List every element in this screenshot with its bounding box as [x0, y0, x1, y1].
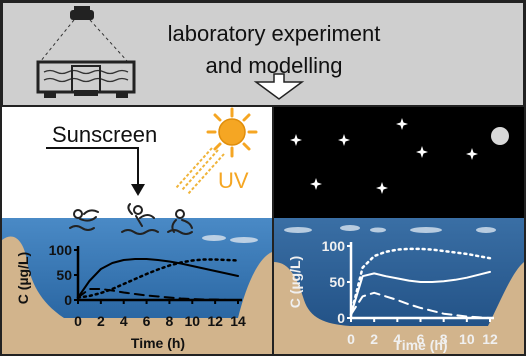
- y-tick-label: 100: [49, 242, 73, 258]
- star-icon: [310, 178, 322, 190]
- tank-icon: [36, 60, 136, 98]
- x-tick-label: 6: [417, 331, 425, 347]
- y-tick-label: 0: [337, 310, 345, 326]
- x-tick-label: 14: [230, 313, 246, 329]
- series-line-solid: [350, 270, 491, 316]
- y-axis-label: C (µg/L): [287, 256, 303, 308]
- star-icon: [466, 148, 478, 160]
- star-icon: [376, 182, 388, 194]
- x-tick-label: 2: [97, 313, 105, 329]
- series-line-dotted: [76, 258, 240, 299]
- x-tick-label: 0: [74, 313, 82, 329]
- series-line-dotted: [349, 247, 492, 316]
- star-icon: [416, 146, 428, 158]
- banner-title-line1: laboratory experiment: [168, 21, 381, 46]
- y-axis-label: C (µg/L): [15, 252, 31, 304]
- x-tick-label: 4: [393, 331, 401, 347]
- x-axis-label: Time (h): [393, 337, 447, 353]
- stars: [290, 118, 478, 194]
- cloud-icon: [230, 237, 258, 243]
- star-icon: [338, 134, 350, 146]
- swimmer-icon: [167, 209, 193, 235]
- x-tick-label: 0: [347, 331, 355, 347]
- night-clouds: [284, 225, 496, 233]
- series-line-solid: [77, 258, 239, 299]
- star-icon: [396, 118, 408, 130]
- lamp-icon: [39, 6, 129, 63]
- x-tick-label: 12: [207, 313, 223, 329]
- y-tick-label: 50: [56, 267, 72, 283]
- x-tick-label: 10: [184, 313, 200, 329]
- series-line-dashed: [350, 291, 491, 319]
- star-icon: [290, 134, 302, 146]
- x-tick-label: 8: [166, 313, 174, 329]
- x-tick-label: 6: [143, 313, 151, 329]
- sun-icon: [206, 107, 258, 158]
- x-tick-label: 4: [120, 313, 128, 329]
- down-arrow-icon: [253, 73, 305, 100]
- cloud-icon: [370, 227, 386, 233]
- y-tick-label: 0: [64, 292, 72, 308]
- uv-rays-icon: [175, 147, 225, 195]
- y-tick-label: 100: [322, 238, 346, 254]
- x-axis-label: Time (h): [131, 335, 185, 351]
- x-tick-label: 2: [370, 331, 378, 347]
- x-tick-label: 8: [440, 331, 448, 347]
- series-line-dashed: [77, 288, 239, 301]
- cloud-icon: [284, 227, 312, 233]
- cloud-icon: [202, 235, 226, 241]
- cloud-icon: [410, 227, 442, 233]
- night-sand: [274, 262, 524, 354]
- moon-icon: [491, 127, 509, 145]
- sunscreen-arrowhead-icon: [131, 184, 145, 196]
- y-tick-label: 50: [329, 274, 345, 290]
- cloud-icon: [476, 227, 496, 233]
- uv-label: UV: [218, 168, 249, 193]
- cloud-icon: [340, 225, 360, 231]
- day-sand: [2, 236, 272, 354]
- x-tick-label: 10: [459, 331, 475, 347]
- swimmer-icon: [121, 203, 159, 235]
- swimmer-icon: [69, 209, 99, 231]
- sunscreen-arrow: [46, 147, 139, 186]
- sunscreen-label: Sunscreen: [52, 122, 157, 147]
- x-tick-label: 12: [482, 331, 498, 347]
